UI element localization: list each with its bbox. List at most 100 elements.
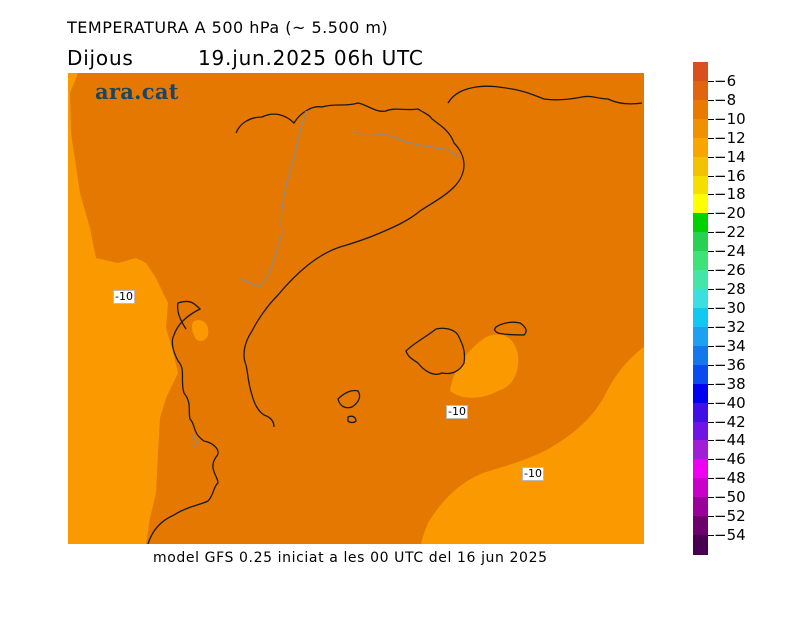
legend-swatch bbox=[693, 194, 708, 214]
legend-swatch bbox=[693, 270, 708, 290]
legend-swatch bbox=[693, 364, 708, 385]
legend-tick bbox=[708, 478, 714, 480]
region-border-south bbox=[191, 434, 197, 448]
color-legend bbox=[693, 62, 708, 555]
legend-swatch bbox=[693, 156, 708, 177]
legend-label: −54 bbox=[714, 526, 746, 545]
legend-swatch bbox=[693, 440, 708, 460]
legend-swatch bbox=[693, 118, 708, 139]
legend-tick bbox=[708, 270, 714, 272]
legend-swatch bbox=[693, 516, 708, 536]
legend-tick bbox=[708, 289, 714, 291]
legend-label: −12 bbox=[714, 128, 746, 147]
legend-tick bbox=[708, 383, 714, 385]
cool-field-small bbox=[191, 319, 209, 342]
legend-tick bbox=[708, 251, 714, 253]
cool-field-menorca bbox=[450, 334, 519, 398]
forecast-day: Dijous bbox=[67, 46, 134, 70]
legend-tick bbox=[708, 326, 714, 328]
island-menorca bbox=[494, 321, 527, 336]
legend-swatch bbox=[693, 99, 708, 120]
legend-label: −22 bbox=[714, 223, 746, 242]
legend-label: −46 bbox=[714, 450, 746, 469]
legend-tick bbox=[708, 402, 714, 404]
legend-tick bbox=[708, 213, 714, 215]
legend-swatch bbox=[693, 421, 708, 442]
cool-field-southeast bbox=[421, 347, 644, 544]
region-border bbox=[239, 110, 307, 288]
model-footer: model GFS 0.25 iniciat a les 00 UTC del … bbox=[153, 550, 548, 566]
legend-swatch bbox=[693, 478, 708, 498]
legend-tick bbox=[708, 308, 714, 309]
cool-field-west bbox=[68, 73, 178, 544]
legend-tick bbox=[708, 345, 714, 347]
contour-label: -10 bbox=[113, 290, 135, 304]
legend-label: −36 bbox=[714, 355, 746, 374]
legend-swatch bbox=[693, 383, 708, 404]
legend-tick bbox=[708, 194, 714, 196]
map-canvas bbox=[68, 73, 644, 544]
legend-label: −16 bbox=[714, 166, 746, 185]
legend-tick bbox=[708, 535, 714, 537]
forecast-datetime: 19.jun.2025 06h UTC bbox=[198, 46, 424, 70]
legend-tick bbox=[708, 137, 714, 139]
region-border-north bbox=[353, 132, 459, 160]
legend-swatch bbox=[693, 535, 708, 555]
legend-label: −18 bbox=[714, 185, 746, 204]
legend-swatch bbox=[693, 175, 708, 196]
chart-title: TEMPERATURA A 500 hPa (~ 5.500 m) bbox=[67, 18, 389, 37]
legend-label: −44 bbox=[714, 431, 746, 450]
legend-swatch bbox=[693, 326, 708, 347]
legend-label: −20 bbox=[714, 204, 746, 223]
coastline-valencia bbox=[235, 102, 465, 428]
legend-swatch bbox=[693, 402, 708, 423]
legend-label: −28 bbox=[714, 280, 746, 299]
legend-label: −30 bbox=[714, 299, 746, 317]
legend-swatch bbox=[693, 345, 708, 366]
legend-label: −24 bbox=[714, 242, 746, 261]
coastline-iberia bbox=[147, 300, 219, 544]
legend-label: −52 bbox=[714, 507, 746, 526]
island-formentera bbox=[347, 415, 357, 424]
legend-tick bbox=[708, 80, 714, 82]
legend-tick bbox=[708, 175, 714, 177]
legend-tick bbox=[708, 118, 714, 120]
ara-cat-logo: ara.cat bbox=[95, 79, 179, 104]
legend-swatch bbox=[693, 80, 708, 101]
legend-label: −26 bbox=[714, 261, 746, 280]
legend-label: −32 bbox=[714, 317, 746, 336]
legend-label: −50 bbox=[714, 488, 746, 507]
legend-swatch bbox=[693, 308, 708, 328]
legend-tick bbox=[708, 516, 714, 518]
legend-tick bbox=[708, 440, 714, 442]
legend-swatch bbox=[693, 289, 708, 309]
legend-tick bbox=[708, 232, 714, 234]
legend-swatch bbox=[693, 497, 708, 517]
legend-label: −10 bbox=[714, 109, 746, 128]
legend-swatch bbox=[693, 251, 708, 271]
legend-label: −42 bbox=[714, 412, 746, 431]
legend-swatch bbox=[693, 213, 708, 233]
legend-label: −38 bbox=[714, 374, 746, 393]
coastline-east bbox=[447, 85, 643, 105]
legend-tick bbox=[708, 459, 714, 461]
legend-label: −48 bbox=[714, 469, 746, 488]
legend-swatch bbox=[693, 232, 708, 252]
legend-tick bbox=[708, 364, 714, 366]
legend-tick bbox=[708, 99, 714, 101]
legend-swatch bbox=[693, 137, 708, 158]
temperature-map bbox=[68, 73, 644, 544]
legend-tick bbox=[708, 421, 714, 423]
island-ibiza bbox=[337, 389, 361, 409]
legend-tick bbox=[708, 156, 714, 158]
legend-swatch bbox=[693, 62, 708, 82]
island-mallorca bbox=[405, 327, 466, 375]
legend-label: −14 bbox=[714, 147, 746, 166]
legend-swatch bbox=[693, 459, 708, 479]
legend-label: −6 bbox=[714, 71, 737, 90]
legend-label: −8 bbox=[714, 90, 737, 109]
contour-label: -10 bbox=[522, 467, 544, 481]
contour-label: -10 bbox=[446, 405, 468, 419]
legend-tick bbox=[708, 497, 714, 499]
legend-label: −34 bbox=[714, 336, 746, 355]
